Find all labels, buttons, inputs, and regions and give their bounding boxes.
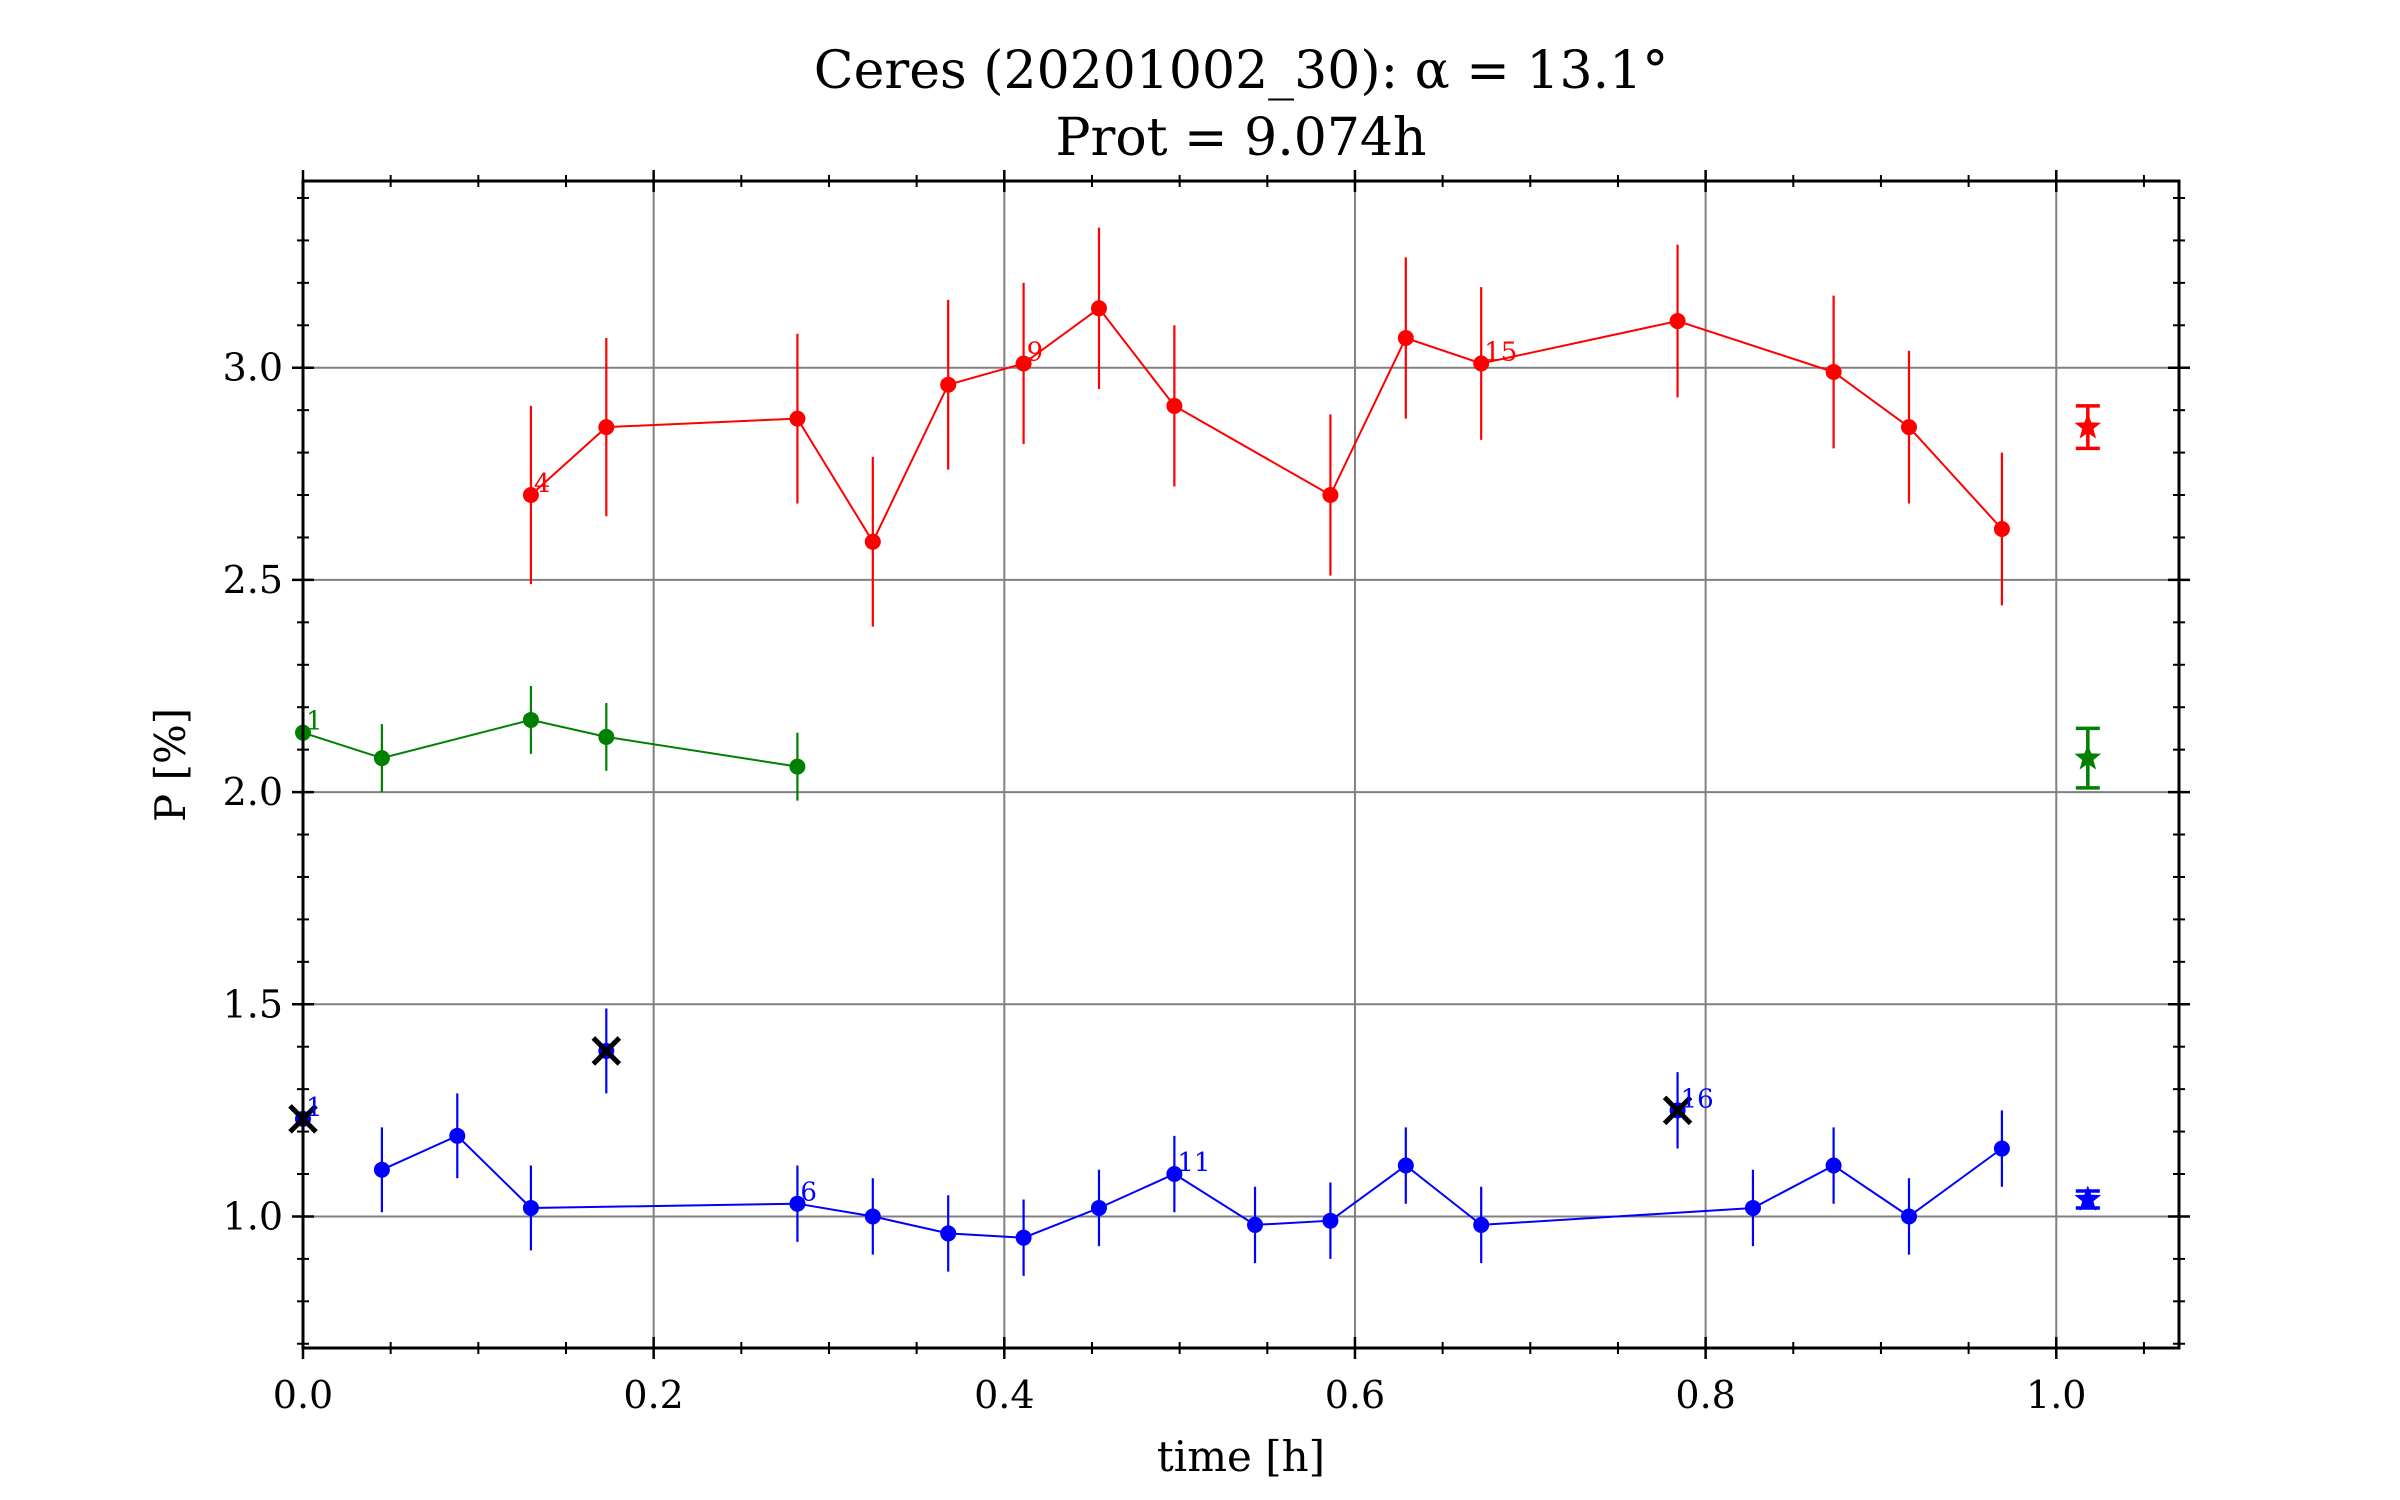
rejected-x-marker (591, 1036, 622, 1066)
point-index-label: 1 (306, 707, 323, 737)
data-point (1993, 520, 2010, 537)
rejected-x-marker (1662, 1095, 1693, 1126)
grid (302, 181, 2179, 1348)
chart-title-line-2: Prot = 9.074h (1055, 108, 1426, 168)
mean-star-marker (2074, 413, 2102, 439)
x-tick-label: 0.4 (974, 1373, 1034, 1417)
y-tick-label: 1.5 (223, 982, 283, 1026)
data-point (864, 533, 881, 550)
data-point (1247, 1216, 1264, 1233)
series-1: 4 9 15 (522, 227, 2102, 627)
data-point (1166, 397, 1183, 414)
data-point (1397, 1157, 1414, 1174)
data-point (1473, 355, 1490, 372)
chart-title-line-1: Ceres (20201002_30): α = 13.1° (814, 41, 1668, 101)
data-point (1825, 1157, 1842, 1174)
x-tick-label: 0.0 (273, 1373, 333, 1417)
series-line (530, 306, 2003, 544)
data-point (940, 1225, 957, 1242)
point-index-label: 1 (306, 1093, 323, 1123)
series-2: 1 (295, 685, 2102, 801)
y-axis-label: P [%] (146, 708, 195, 822)
data-point (522, 1199, 539, 1216)
data-point (373, 1161, 390, 1178)
data-point (1015, 355, 1032, 372)
ticks: 0.0 0.2 0.4 0.6 0.8 1.0 1.0 1.5 2.0 2.5 3.0 (223, 170, 2190, 1417)
data-point (373, 750, 390, 767)
plot-frame (301, 179, 2181, 1350)
data-point (864, 1208, 881, 1225)
x-tick-label: 0.8 (1675, 1373, 1735, 1417)
data-point (940, 376, 957, 393)
data-point (789, 410, 806, 427)
mean-star-marker (2074, 744, 2102, 770)
data-point (1669, 313, 1686, 330)
data-point (1744, 1199, 1761, 1216)
data-point (1090, 300, 1107, 317)
point-index-label: 4 (534, 469, 551, 499)
y-tick-label: 2.5 (223, 558, 283, 602)
data-point (1322, 487, 1339, 504)
point-index-label: 9 (1027, 337, 1044, 367)
mean-star-marker (2074, 1185, 2102, 1211)
data-point (522, 487, 539, 504)
point-index-label: 15 (1484, 337, 1517, 367)
data-point (789, 758, 806, 775)
x-tick-label: 1.0 (2026, 1373, 2086, 1417)
data-point (598, 728, 615, 745)
data-point (1090, 1199, 1107, 1216)
data-point (1993, 1140, 2010, 1157)
data-point (598, 419, 615, 436)
data-point (522, 711, 539, 728)
data-point (1900, 419, 1917, 436)
data-point (449, 1127, 466, 1144)
y-tick-label: 3.0 (223, 346, 283, 390)
data-point (1900, 1208, 1917, 1225)
point-index-label: 11 (1177, 1148, 1210, 1178)
data-point (1015, 1229, 1032, 1246)
data-point (1825, 363, 1842, 380)
x-tick-label: 0.2 (623, 1373, 683, 1417)
data-point (1397, 330, 1414, 347)
data-point (1473, 1216, 1490, 1233)
x-tick-label: 0.6 (1325, 1373, 1385, 1417)
data-point (1166, 1166, 1183, 1183)
y-tick-label: 2.0 (223, 770, 283, 814)
data-point (789, 1195, 806, 1212)
point-index-label: 16 (1681, 1084, 1714, 1114)
point-index-label: 6 (800, 1178, 817, 1208)
y-tick-label: 1.0 (223, 1194, 283, 1238)
x-axis-label: time [h] (1157, 1432, 1325, 1481)
data-point (1322, 1212, 1339, 1229)
